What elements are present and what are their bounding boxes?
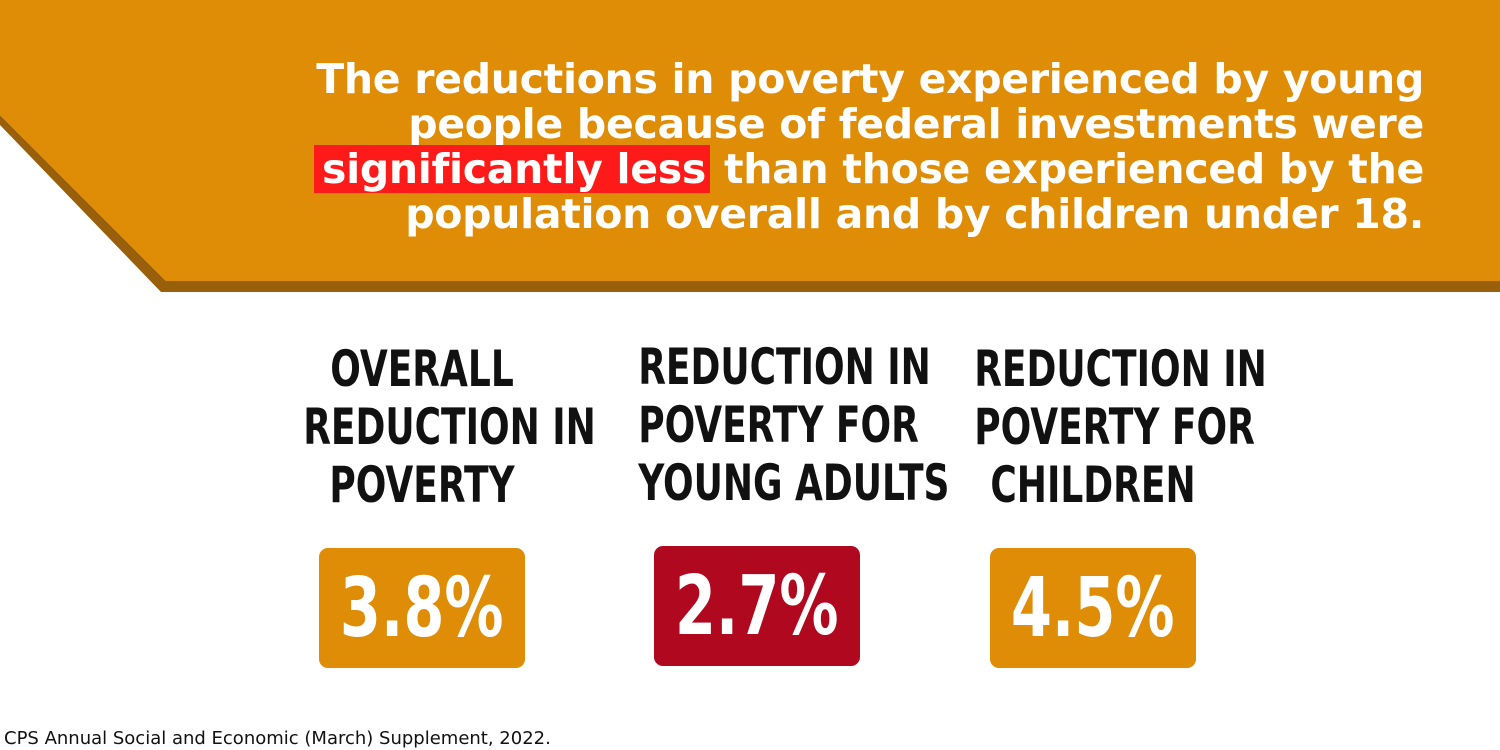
stat-overall: OVERALL REDUCTION IN POVERTY 3.8% <box>257 340 596 668</box>
headline-lead: The reductions in poverty experienced by… <box>316 55 1424 148</box>
stat-value: 3.8% <box>340 560 504 656</box>
stat-label-line: OVERALL <box>330 340 514 398</box>
stat-value: 4.5% <box>1011 560 1175 656</box>
stat-value: 2.7% <box>675 558 839 654</box>
banner-shadow <box>0 115 1500 292</box>
stat-value-box: 4.5% <box>990 548 1196 668</box>
banner-shape <box>0 0 1500 281</box>
stat-value-box: 2.7% <box>654 546 860 666</box>
stat-label: REDUCTION IN POVERTY FOR YOUNG ADULTS <box>638 338 949 512</box>
stat-value-box: 3.8% <box>319 548 525 668</box>
stat-label: REDUCTION IN POVERTY FOR CHILDREN <box>974 340 1267 514</box>
stat-label: OVERALL REDUCTION IN POVERTY <box>303 340 596 514</box>
stat-label-line: POVERTY FOR <box>974 398 1255 456</box>
stat-label-line: REDUCTION IN <box>638 338 931 396</box>
headline: The reductions in poverty experienced by… <box>304 57 1424 237</box>
stat-label-line: YOUNG ADULTS <box>638 454 950 512</box>
headline-highlight: significantly less <box>313 145 710 193</box>
stat-label-line: POVERTY FOR <box>638 396 919 454</box>
stat-label-line: REDUCTION IN <box>303 398 596 456</box>
stat-young-adults: REDUCTION IN POVERTY FOR YOUNG ADULTS 2.… <box>592 338 949 666</box>
header-banner <box>0 0 1500 292</box>
stat-label-line: REDUCTION IN <box>974 340 1267 398</box>
source-note: CPS Annual Social and Economic (March) S… <box>4 728 551 749</box>
stat-label-line: CHILDREN <box>990 456 1196 514</box>
stat-label-line: POVERTY <box>329 456 515 514</box>
headline-tail: than those experienced by the population… <box>405 145 1424 238</box>
stat-children: REDUCTION IN POVERTY FOR CHILDREN 4.5% <box>928 340 1267 668</box>
